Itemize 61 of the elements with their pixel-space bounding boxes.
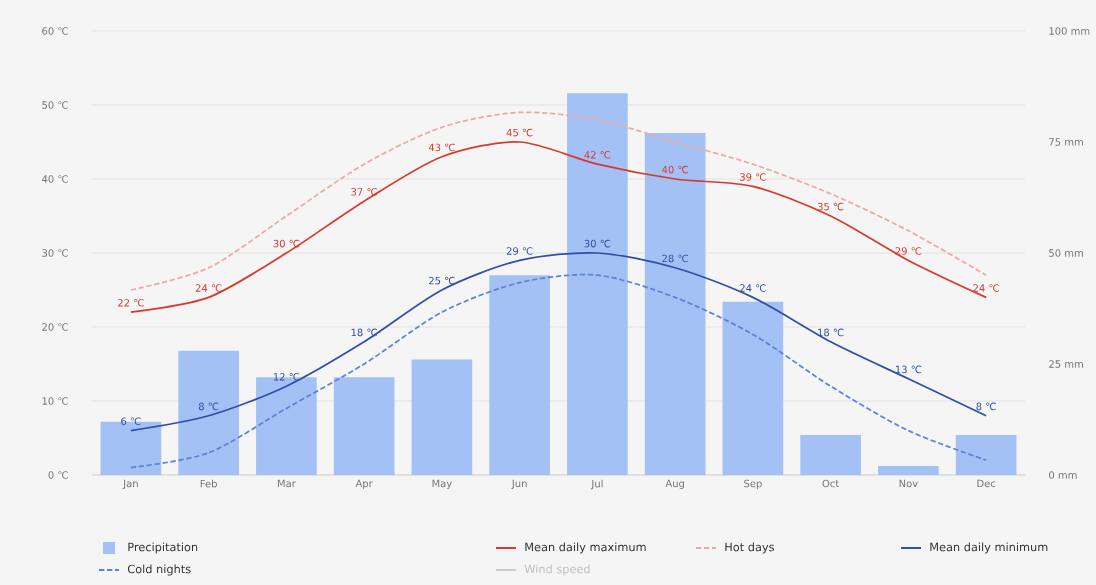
- y2-tick-label: 0 mm: [1049, 471, 1077, 479]
- bar: [489, 275, 550, 475]
- bar: [800, 435, 861, 475]
- bar: [878, 466, 939, 475]
- data-label: 40 ℃: [662, 165, 688, 174]
- y-tick-label: 40 ℃: [41, 175, 68, 183]
- x-tick-label: Aug: [665, 479, 684, 490]
- data-label: 30 ℃: [584, 239, 611, 248]
- legend-label: Precipitation: [128, 542, 198, 554]
- data-label: 25 ℃: [429, 276, 455, 285]
- data-label: 45 ℃: [506, 128, 533, 137]
- data-label: 8 ℃: [976, 402, 996, 411]
- data-label: 24 ℃: [740, 284, 766, 292]
- x-tick-label: May: [432, 479, 452, 490]
- data-label: 22 ℃: [118, 299, 144, 307]
- legend-label: Cold nights: [127, 564, 191, 576]
- y2-tick-label: 25 mm: [1049, 360, 1083, 368]
- x-tick-label: Nov: [899, 479, 918, 488]
- bar: [333, 377, 395, 475]
- x-tick-label: Feb: [200, 479, 217, 488]
- bar: [567, 93, 628, 475]
- data-label: 24 ℃: [973, 284, 999, 292]
- y-tick-label: 0 ℃: [48, 471, 68, 479]
- data-label: 39 ℃: [740, 173, 766, 181]
- y2-tick-label: 75 mm: [1049, 138, 1083, 146]
- x-tick-label: Oct: [822, 479, 840, 488]
- data-label: 8 ℃: [198, 402, 219, 411]
- y-tick-label: 60 ℃: [42, 27, 68, 35]
- line-series: [130, 141, 987, 314]
- data-label: 18 ℃: [818, 328, 844, 337]
- y-tick-label: 30 ℃: [42, 249, 68, 257]
- data-label: 43 ℃: [428, 143, 455, 152]
- bar: [955, 435, 1017, 475]
- x-tick-label: Mar: [277, 479, 296, 488]
- bar: [411, 359, 473, 475]
- data-label: 29 ℃: [506, 247, 533, 255]
- legend-label: Mean daily maximum: [525, 542, 646, 554]
- line-series: [130, 273, 987, 469]
- bar: [644, 133, 706, 475]
- legend-label: Hot days: [725, 542, 774, 554]
- line-series: [130, 111, 987, 291]
- data-label: 35 ℃: [817, 202, 844, 211]
- x-tick-label: Jan: [122, 479, 138, 489]
- bar: [722, 301, 784, 475]
- x-tick-label: Jul: [590, 479, 603, 490]
- y-tick-label: 50 ℃: [42, 101, 68, 109]
- y-tick-label: 10 ℃: [42, 397, 68, 405]
- x-tick-label: Sep: [744, 479, 762, 490]
- data-label: 13 ℃: [895, 365, 922, 374]
- bar: [178, 350, 239, 475]
- x-tick-label: Dec: [977, 479, 996, 488]
- y2-tick-label: 50 mm: [1049, 249, 1083, 257]
- x-tick-label: Apr: [355, 479, 373, 490]
- data-label: 37 ℃: [351, 188, 377, 196]
- data-label: 6 ℃: [121, 417, 141, 425]
- y-tick-label: 20 ℃: [42, 323, 68, 331]
- y2-tick-label: 100 mm: [1049, 27, 1090, 35]
- data-label: 42 ℃: [584, 151, 611, 159]
- data-label: 28 ℃: [662, 254, 688, 263]
- legend-label: Mean daily minimum: [930, 542, 1048, 554]
- x-tick-label: Jun: [511, 479, 527, 489]
